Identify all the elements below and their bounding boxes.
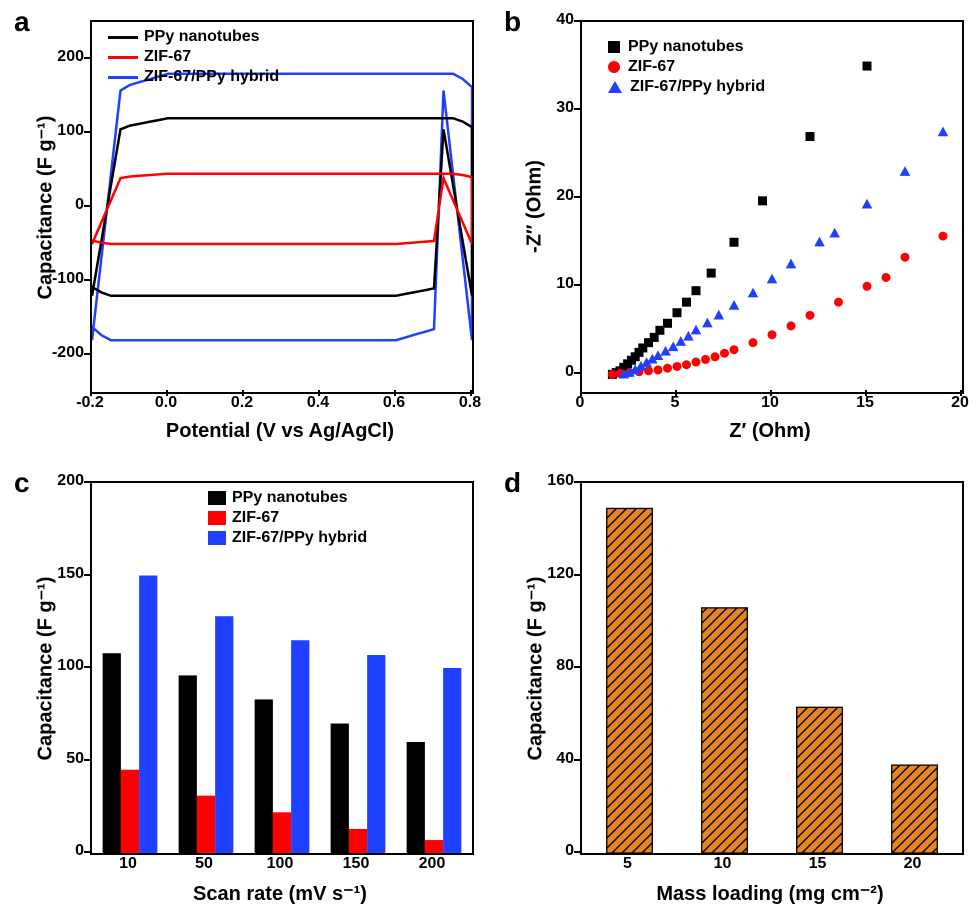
legend-item-b-ppy: PPy nanotubes [608,38,765,56]
legend-item-c-ppy: PPy nanotubes [208,489,367,507]
legend-bar-ppy [208,491,226,505]
legend-label-hybrid: ZIF-67/PPy hybrid [144,68,279,86]
panel-c-plot: PPy nanotubes ZIF-67 ZIF-67/PPy hybrid [90,481,474,855]
panel-d: d 5101520 04080120160 Mass loading (mg c… [490,461,980,922]
panel-a-ylabel: Capacitance (F g⁻¹) [33,23,58,393]
legend-bar-hybrid [208,531,226,545]
panel-d-label: d [504,467,521,499]
panel-d-plot [580,481,964,855]
legend-label-c-ppy: PPy nanotubes [232,489,348,507]
panel-c-legend: PPy nanotubes ZIF-67 ZIF-67/PPy hybrid [208,489,367,549]
legend-item-c-zif: ZIF-67 [208,509,367,527]
panel-d-ylabel: Capacitance (F g⁻¹) [523,484,548,854]
panel-b-xlabel: Z′ (Ohm) [580,420,960,443]
legend-line-zif [108,56,138,59]
legend-bar-zif [208,511,226,525]
legend-item-b-zif: ZIF-67 [608,58,765,76]
legend-label-b-zif: ZIF-67 [628,58,675,76]
legend-item-c-hybrid: ZIF-67/PPy hybrid [208,529,367,547]
legend-line-hybrid [108,76,138,79]
legend-label-b-ppy: PPy nanotubes [628,38,744,56]
legend-item-ppy: PPy nanotubes [108,28,279,46]
circle-icon [608,61,620,73]
panel-a-label: a [14,6,30,38]
triangle-icon [608,81,622,93]
panel-a-plot: PPy nanotubes ZIF-67 ZIF-67/PPy hybrid [90,20,474,394]
panel-a: a PPy nanotubes ZIF-67 ZIF-67/PPy hybrid… [0,0,490,461]
panel-b-plot: PPy nanotubes ZIF-67 ZIF-67/PPy hybrid [580,20,964,394]
legend-label-c-hybrid: ZIF-67/PPy hybrid [232,529,367,547]
legend-label-zif: ZIF-67 [144,48,191,66]
legend-item-zif: ZIF-67 [108,48,279,66]
legend-line-ppy [108,36,138,39]
panel-b-label: b [504,6,521,38]
panel-d-svg [582,483,962,853]
square-icon [608,41,620,53]
panel-c-label: c [14,467,30,499]
legend-label-b-hybrid: ZIF-67/PPy hybrid [630,78,765,96]
panel-b-legend: PPy nanotubes ZIF-67 ZIF-67/PPy hybrid [608,38,765,98]
legend-item-b-hybrid: ZIF-67/PPy hybrid [608,78,765,96]
panel-d-xlabel: Mass loading (mg cm⁻²) [580,881,960,906]
panel-c-xlabel: Scan rate (mV s⁻¹) [90,881,470,906]
legend-label-c-zif: ZIF-67 [232,509,279,527]
panel-c: c PPy nanotubes ZIF-67 ZIF-67/PPy hybrid… [0,461,490,922]
legend-item-hybrid: ZIF-67/PPy hybrid [108,68,279,86]
figure-root: a PPy nanotubes ZIF-67 ZIF-67/PPy hybrid… [0,0,980,923]
panel-a-xlabel: Potential (V vs Ag/AgCl) [90,420,470,443]
panel-b-ylabel: -Z″ (Ohm) [524,22,547,392]
panel-c-ylabel: Capacitance (F g⁻¹) [33,484,58,854]
panel-a-legend: PPy nanotubes ZIF-67 ZIF-67/PPy hybrid [108,28,279,88]
legend-label-ppy: PPy nanotubes [144,28,260,46]
panel-b: b PPy nanotubes ZIF-67 ZIF-67/PPy hybrid… [490,0,980,461]
